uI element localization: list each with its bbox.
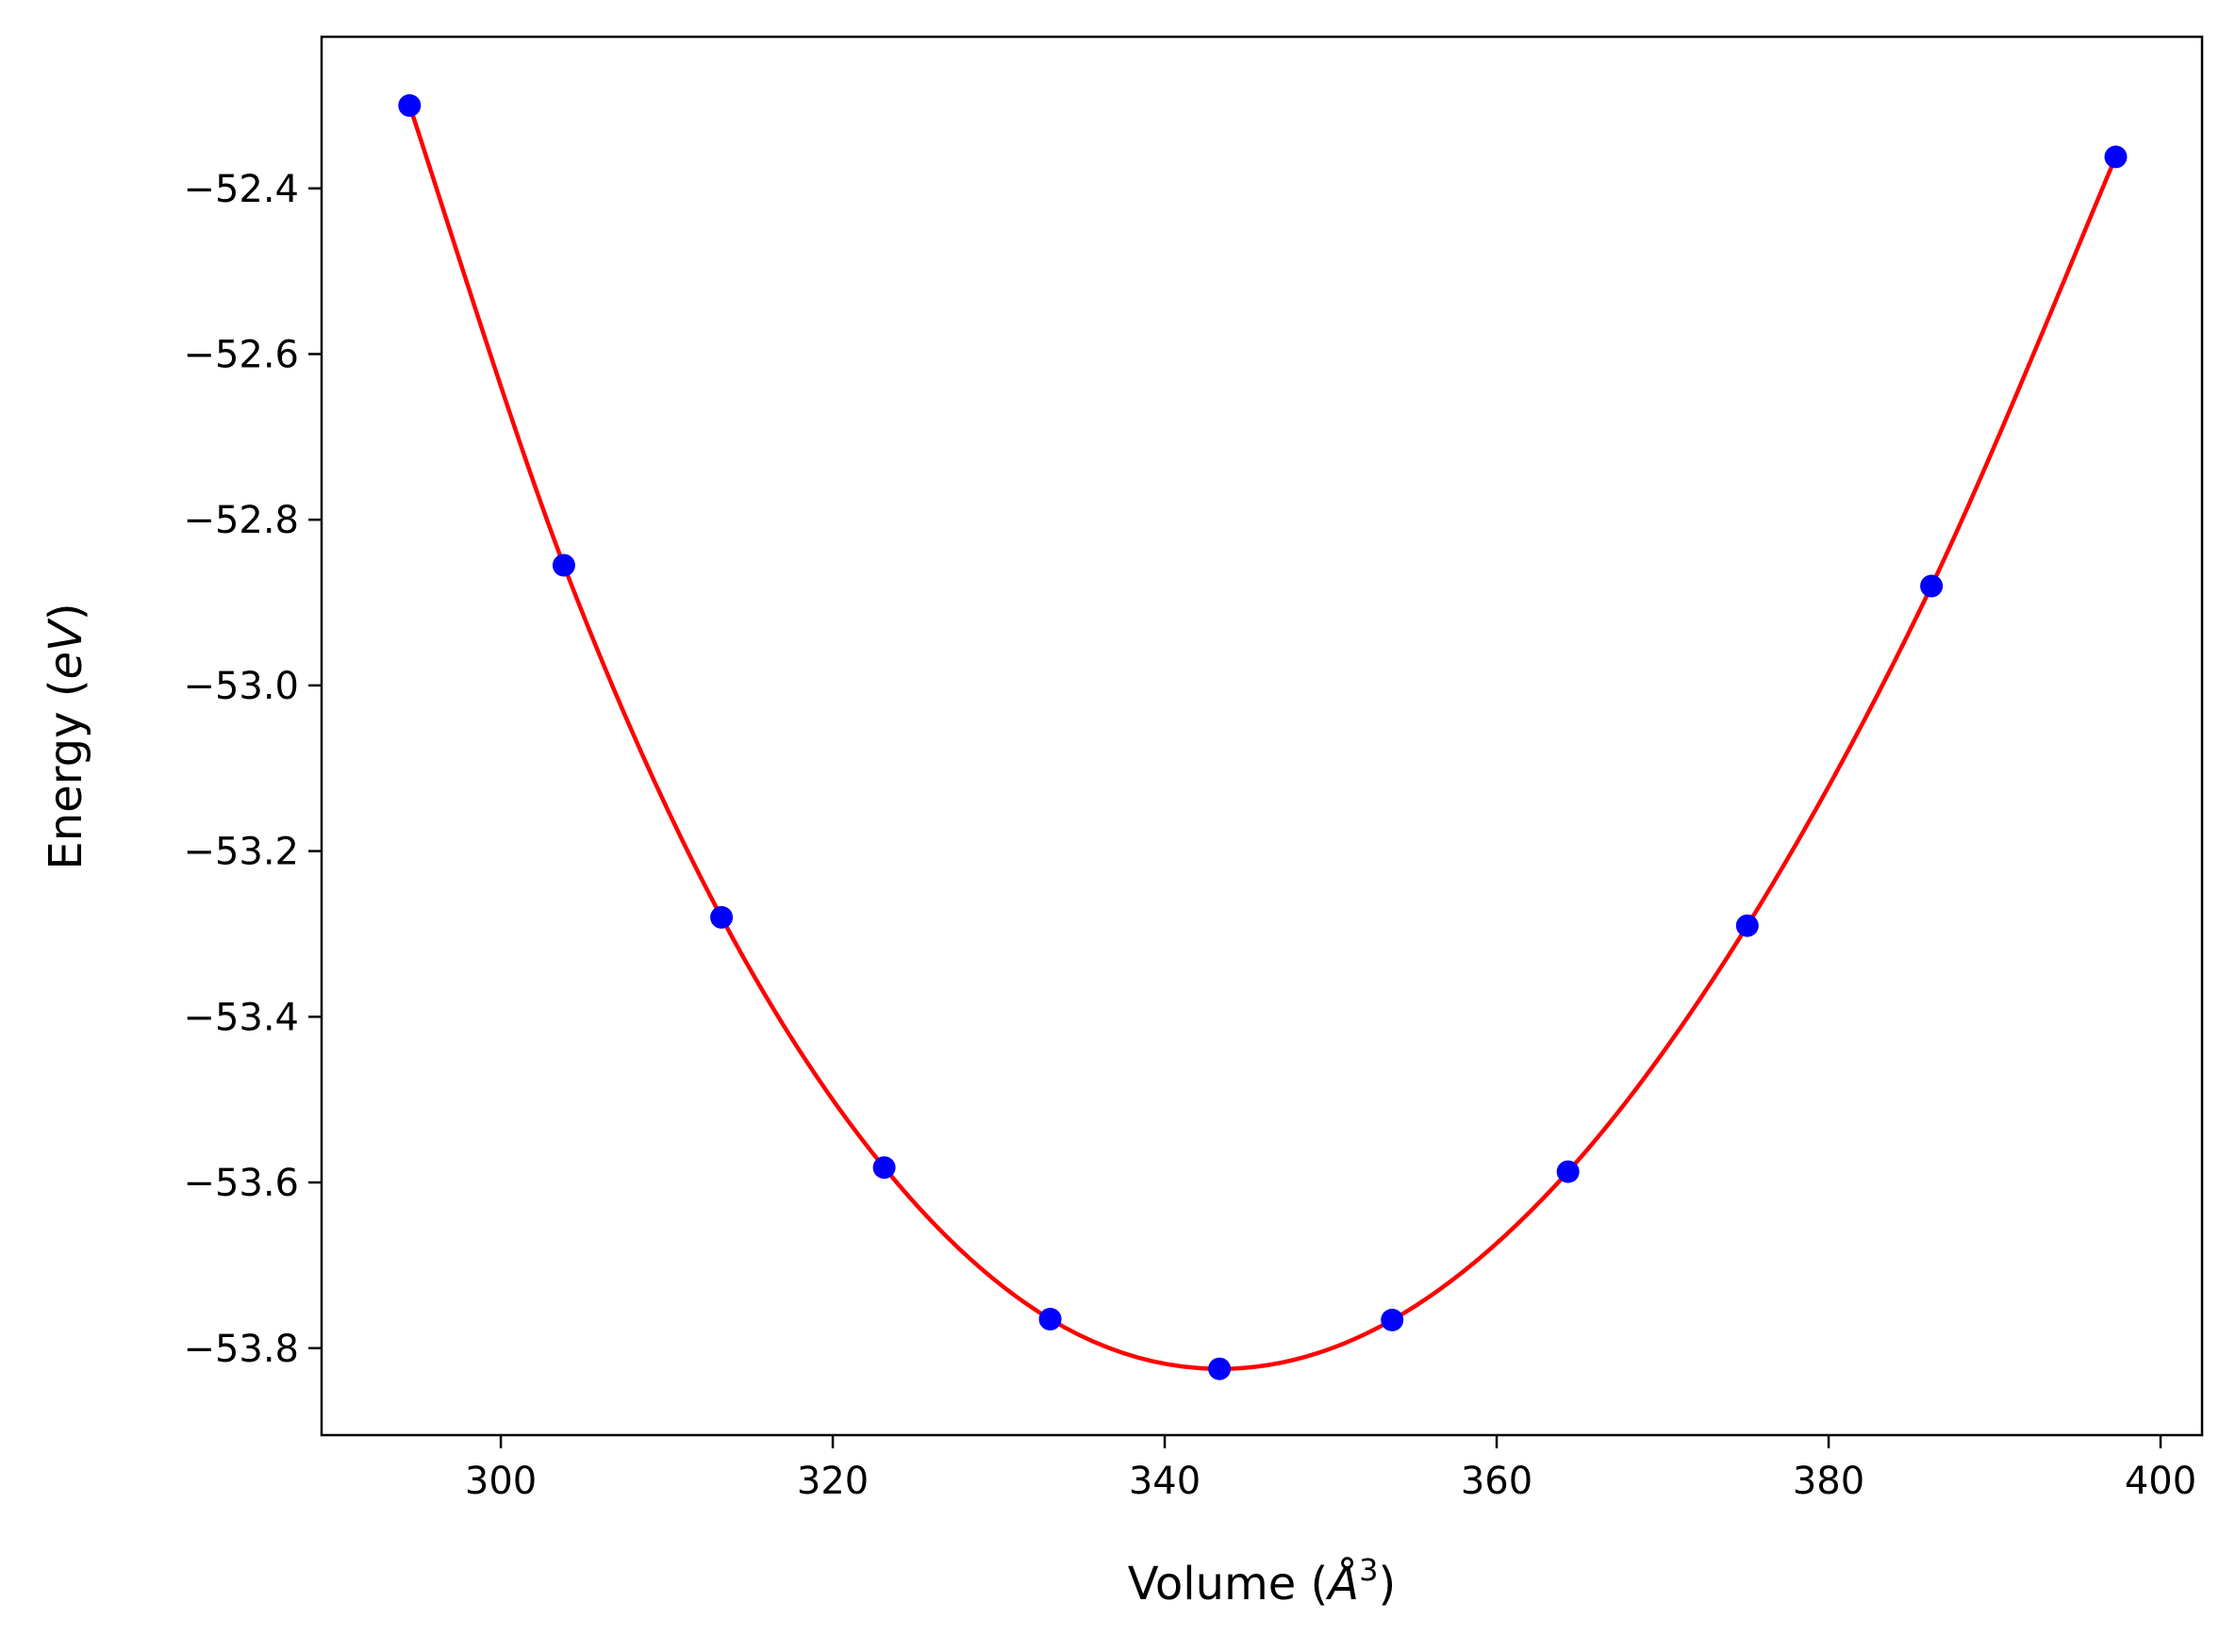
x-tick-label: 300 [465,1460,537,1503]
plot-marks [398,93,2128,1380]
x-tick-label: 320 [797,1460,869,1503]
data-point [1920,574,1944,598]
data-point [1735,914,1759,937]
plot-frame [320,35,2204,1437]
x-tick-label: 380 [1793,1460,1864,1503]
y-tick-label: −52.8 [183,499,299,542]
y-tick-label: −53.2 [183,831,299,874]
x-axis-label: Volume (Å3) [1128,1552,1396,1611]
y-axis-label: Energy (eV) [40,603,92,869]
y-axis-ticks: −52.4 −52.6 −52.8 −53.0 −53.2 −53.4 −53.6 −53.8 [183,168,322,1371]
y-tick-label: −53.4 [183,996,299,1039]
y-tick-label: −53.0 [183,665,299,708]
y-tick-label: −52.4 [183,168,299,211]
data-point [710,905,734,929]
y-tick-label: −52.6 [183,333,299,376]
y-tick-label: −53.6 [183,1162,299,1205]
data-point [552,553,575,577]
x-tick-label: 360 [1461,1460,1532,1503]
data-point [872,1156,896,1180]
y-tick-label: −53.8 [183,1328,299,1371]
x-tick-label: 400 [2125,1460,2196,1503]
data-point [398,93,422,117]
data-point [1208,1357,1232,1380]
x-axis-ticks: 300 320 340 360 380 400 [465,1435,2196,1503]
data-point [2104,145,2128,169]
data-point [1381,1308,1404,1331]
x-tick-label: 340 [1129,1460,1201,1503]
data-point [1038,1308,1062,1330]
data-point [1556,1160,1580,1183]
